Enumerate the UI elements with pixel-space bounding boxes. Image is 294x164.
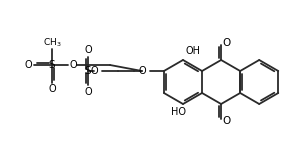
Text: O: O <box>84 45 92 55</box>
Text: O: O <box>48 84 56 94</box>
Text: O: O <box>222 38 230 48</box>
Text: HO: HO <box>171 107 186 117</box>
Text: S: S <box>49 60 55 70</box>
Text: O: O <box>222 116 230 126</box>
Text: CH$_3$: CH$_3$ <box>43 37 61 49</box>
Text: OH: OH <box>185 46 200 56</box>
Text: O: O <box>90 66 98 76</box>
Text: O: O <box>84 87 92 97</box>
Text: O: O <box>69 60 77 70</box>
Text: O: O <box>138 66 146 76</box>
Text: O: O <box>24 60 32 70</box>
Text: S: S <box>85 66 91 76</box>
